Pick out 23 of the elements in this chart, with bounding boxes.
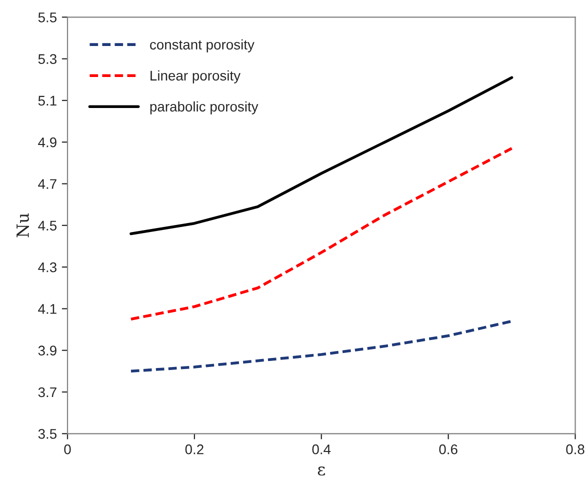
x-tick-label: 0.8 [566,444,584,454]
x-tick-label: 0.4 [312,444,331,454]
y-tick-label: 4.5 [38,220,57,231]
x-tick-label: 0.6 [439,444,458,454]
y-tick-label: 4.3 [38,262,56,272]
y-tick-label: 5.1 [38,96,56,106]
x-tick-label: 0.2 [185,444,204,454]
y-tick-label: 5.5 [38,12,57,22]
y-tick-label: 4.1 [38,304,56,314]
y-tick-label: 5.3 [38,54,56,64]
x-axis-title: ε [318,466,325,476]
y-tick-label: 3.7 [38,387,56,398]
y-axis-title: Nu [16,213,29,238]
y-tick-label: 4.9 [38,137,56,148]
line-series [130,146,514,321]
y-tick-label: 3.9 [38,346,56,356]
y-tick-label: 3.5 [38,428,57,439]
legend-label: constant porosity [150,39,254,52]
line-series [130,320,514,373]
legend-label: parabolic porosity [150,101,258,114]
x-tick-label: 0 [64,444,71,454]
legend-label: Linear porosity [150,70,241,84]
y-tick-label: 4.7 [38,179,56,189]
